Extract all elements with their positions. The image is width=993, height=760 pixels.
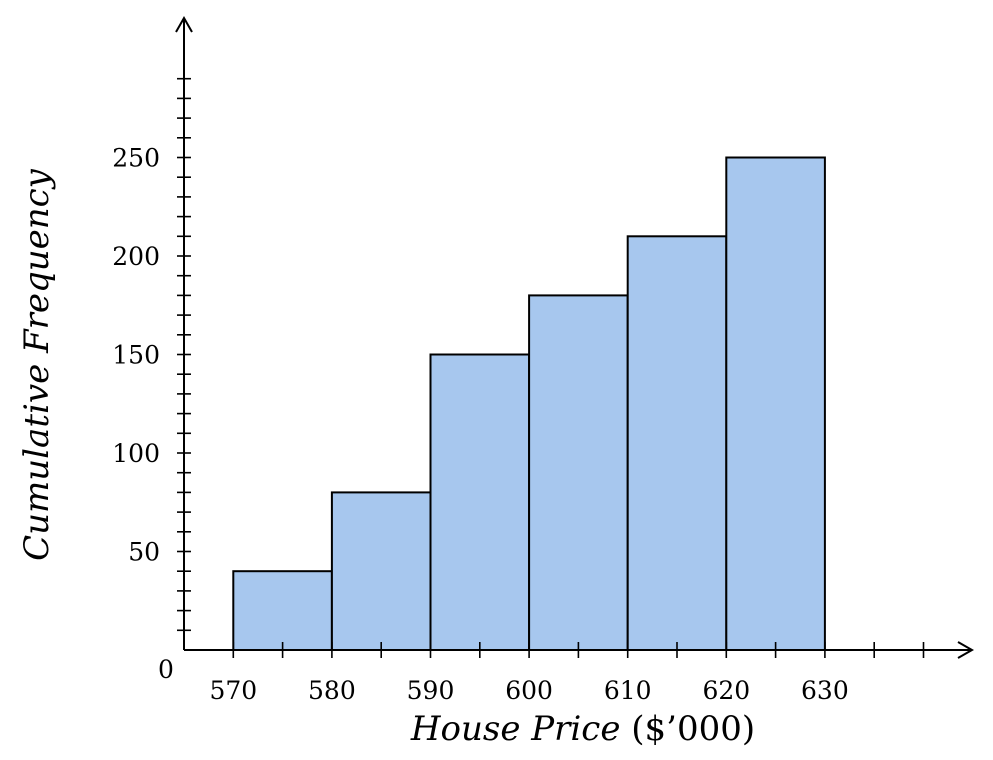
x-tick-label-600: 600	[505, 676, 553, 705]
x-axis-title-unit: ($’000)	[620, 709, 755, 749]
bar-600-610	[528, 294, 629, 651]
x-axis-title-italic: House Price	[410, 709, 621, 749]
bar-570-580	[232, 570, 333, 652]
bar-580-590	[330, 491, 432, 651]
y-axis-arrowhead	[175, 15, 193, 33]
y-axis-ticks	[177, 77, 191, 632]
y-axis-title: Cumulative Frequency	[17, 168, 57, 561]
y-axis-tick-labels: 50 100 150 200 250	[112, 144, 160, 567]
bar-620-630	[725, 156, 826, 651]
y-tick-label-250: 250	[112, 144, 160, 173]
x-axis-arrowhead	[957, 641, 975, 659]
x-axis-tick-labels: 570 580 590 600 610 620 630	[209, 676, 848, 705]
y-tick-label-150: 150	[112, 341, 160, 370]
x-axis-title: House Price ($’000)	[410, 709, 755, 749]
x-tick-label-630: 630	[801, 676, 849, 705]
y-tick-label-100: 100	[112, 439, 160, 468]
x-tick-label-620: 620	[702, 676, 750, 705]
x-tick-label-580: 580	[308, 676, 356, 705]
y-tick-label-50: 50	[128, 538, 160, 567]
x-tick-label-570: 570	[209, 676, 257, 705]
y-tick-label-200: 200	[112, 242, 160, 271]
histogram-bars	[232, 156, 826, 652]
x-tick-label-590: 590	[407, 676, 455, 705]
origin-label: 0	[158, 655, 174, 684]
bar-610-620	[626, 235, 728, 652]
x-tick-label-610: 610	[604, 676, 652, 705]
x-axis-ticks	[232, 642, 925, 658]
bar-590-600	[429, 353, 531, 651]
